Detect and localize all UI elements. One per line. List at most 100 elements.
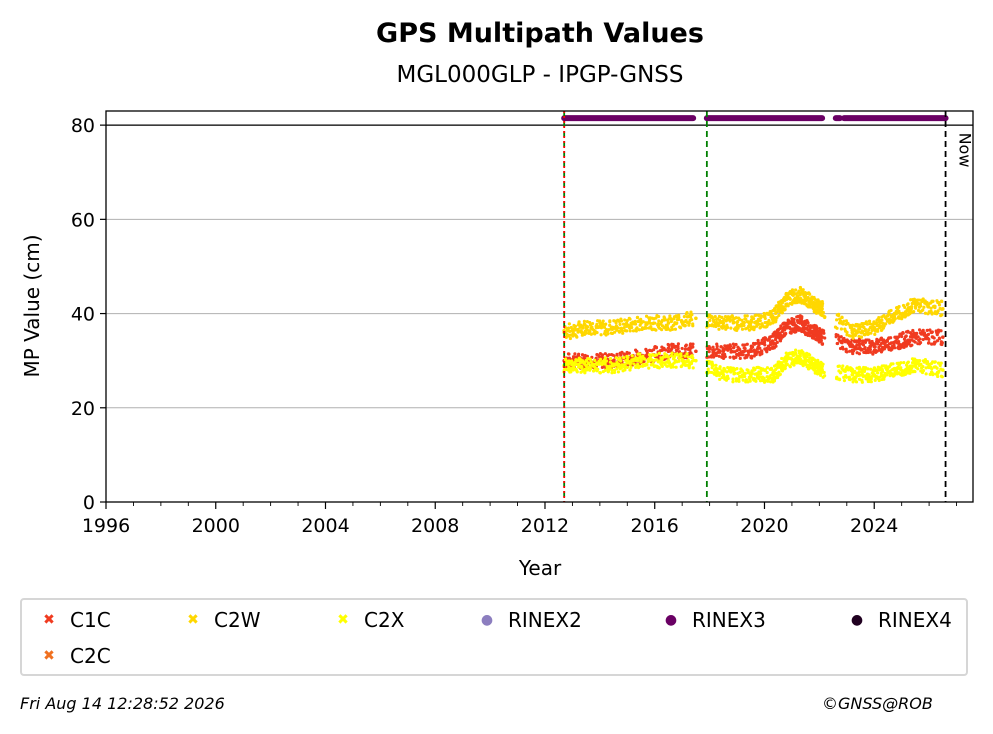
data-point xyxy=(728,355,732,359)
data-point xyxy=(575,335,579,339)
data-point xyxy=(637,328,641,332)
data-point xyxy=(747,328,752,332)
data-point xyxy=(666,358,671,363)
data-point xyxy=(690,313,694,317)
data-point xyxy=(846,339,850,343)
data-point xyxy=(578,361,583,365)
data-point xyxy=(801,363,805,368)
data-point xyxy=(765,366,770,370)
data-point xyxy=(867,373,871,377)
data-point xyxy=(821,362,825,366)
data-point xyxy=(666,349,671,354)
data-point xyxy=(758,325,763,329)
data-point xyxy=(922,305,926,309)
data-point xyxy=(588,357,592,361)
data-point xyxy=(667,343,671,348)
x-tick-label: 2008 xyxy=(411,515,459,537)
data-point xyxy=(744,317,748,321)
data-point xyxy=(653,321,657,325)
data-point xyxy=(785,362,789,366)
data-point xyxy=(719,345,723,349)
data-point xyxy=(810,324,814,328)
data-point xyxy=(580,324,585,328)
data-point xyxy=(647,353,652,357)
data-point xyxy=(941,307,945,311)
data-point xyxy=(897,304,901,309)
data-point xyxy=(788,297,792,301)
data-point xyxy=(893,316,897,321)
data-point xyxy=(930,311,934,315)
data-point xyxy=(784,297,789,302)
data-point xyxy=(889,308,893,313)
data-point xyxy=(845,330,849,334)
data-point xyxy=(872,373,877,377)
data-point xyxy=(741,369,745,373)
x-marker-icon: ✖ xyxy=(43,648,55,664)
y-tick-label: 60 xyxy=(71,209,95,231)
data-point xyxy=(625,365,629,370)
data-point xyxy=(754,313,758,317)
data-point xyxy=(839,371,843,375)
dot-marker-icon: ● xyxy=(850,612,864,628)
data-point xyxy=(844,347,848,351)
data-point xyxy=(902,360,906,365)
data-point xyxy=(688,342,693,346)
data-point xyxy=(679,364,683,369)
data-point xyxy=(763,316,767,321)
data-point xyxy=(639,358,643,363)
series-c2w xyxy=(562,285,945,341)
data-point xyxy=(625,329,629,333)
data-point xyxy=(820,307,824,311)
data-point xyxy=(899,361,903,365)
data-point xyxy=(584,363,588,368)
data-point xyxy=(619,319,624,323)
data-point xyxy=(732,371,737,376)
data-point xyxy=(798,292,802,297)
data-point xyxy=(848,378,852,382)
data-point xyxy=(627,351,631,355)
data-point xyxy=(863,345,867,350)
data-point xyxy=(584,331,588,335)
data-point xyxy=(731,377,735,381)
data-point xyxy=(595,322,599,326)
data-point xyxy=(728,344,733,348)
data-point xyxy=(941,335,945,339)
data-point xyxy=(835,326,839,330)
data-point xyxy=(913,363,918,368)
data-point xyxy=(901,331,905,335)
data-point xyxy=(632,362,636,366)
data-point xyxy=(778,372,782,376)
vertical-lines xyxy=(563,111,947,502)
data-point xyxy=(910,343,914,347)
data-point xyxy=(914,306,918,310)
legend-label: RINEX2 xyxy=(508,608,582,632)
data-point xyxy=(866,350,870,355)
data-point xyxy=(857,343,861,348)
data-point xyxy=(812,363,816,368)
data-point xyxy=(603,362,607,366)
data-point xyxy=(679,326,683,330)
data-point xyxy=(790,357,794,362)
data-point xyxy=(652,348,656,352)
data-point xyxy=(819,339,823,343)
data-point xyxy=(869,377,873,381)
data-point xyxy=(931,299,935,303)
data-point xyxy=(738,347,742,352)
data-point xyxy=(623,318,627,322)
data-point xyxy=(734,355,738,359)
data-point xyxy=(732,320,736,325)
data-point xyxy=(633,358,638,363)
y-tick-label: 20 xyxy=(71,398,95,420)
data-point xyxy=(718,377,722,381)
data-point xyxy=(916,367,920,371)
legend: ✖ C1C ✖ C2W ✖ C2X ● RINEX2 ● RINEX3 ● RI… xyxy=(20,598,968,676)
data-point xyxy=(687,366,691,370)
data-point xyxy=(677,315,681,320)
x-axis-label: Year xyxy=(518,556,562,580)
data-point xyxy=(588,367,593,371)
data-point xyxy=(868,350,873,354)
data-point xyxy=(756,338,760,343)
data-point xyxy=(628,368,632,372)
data-point xyxy=(691,356,695,360)
data-point xyxy=(866,332,871,336)
